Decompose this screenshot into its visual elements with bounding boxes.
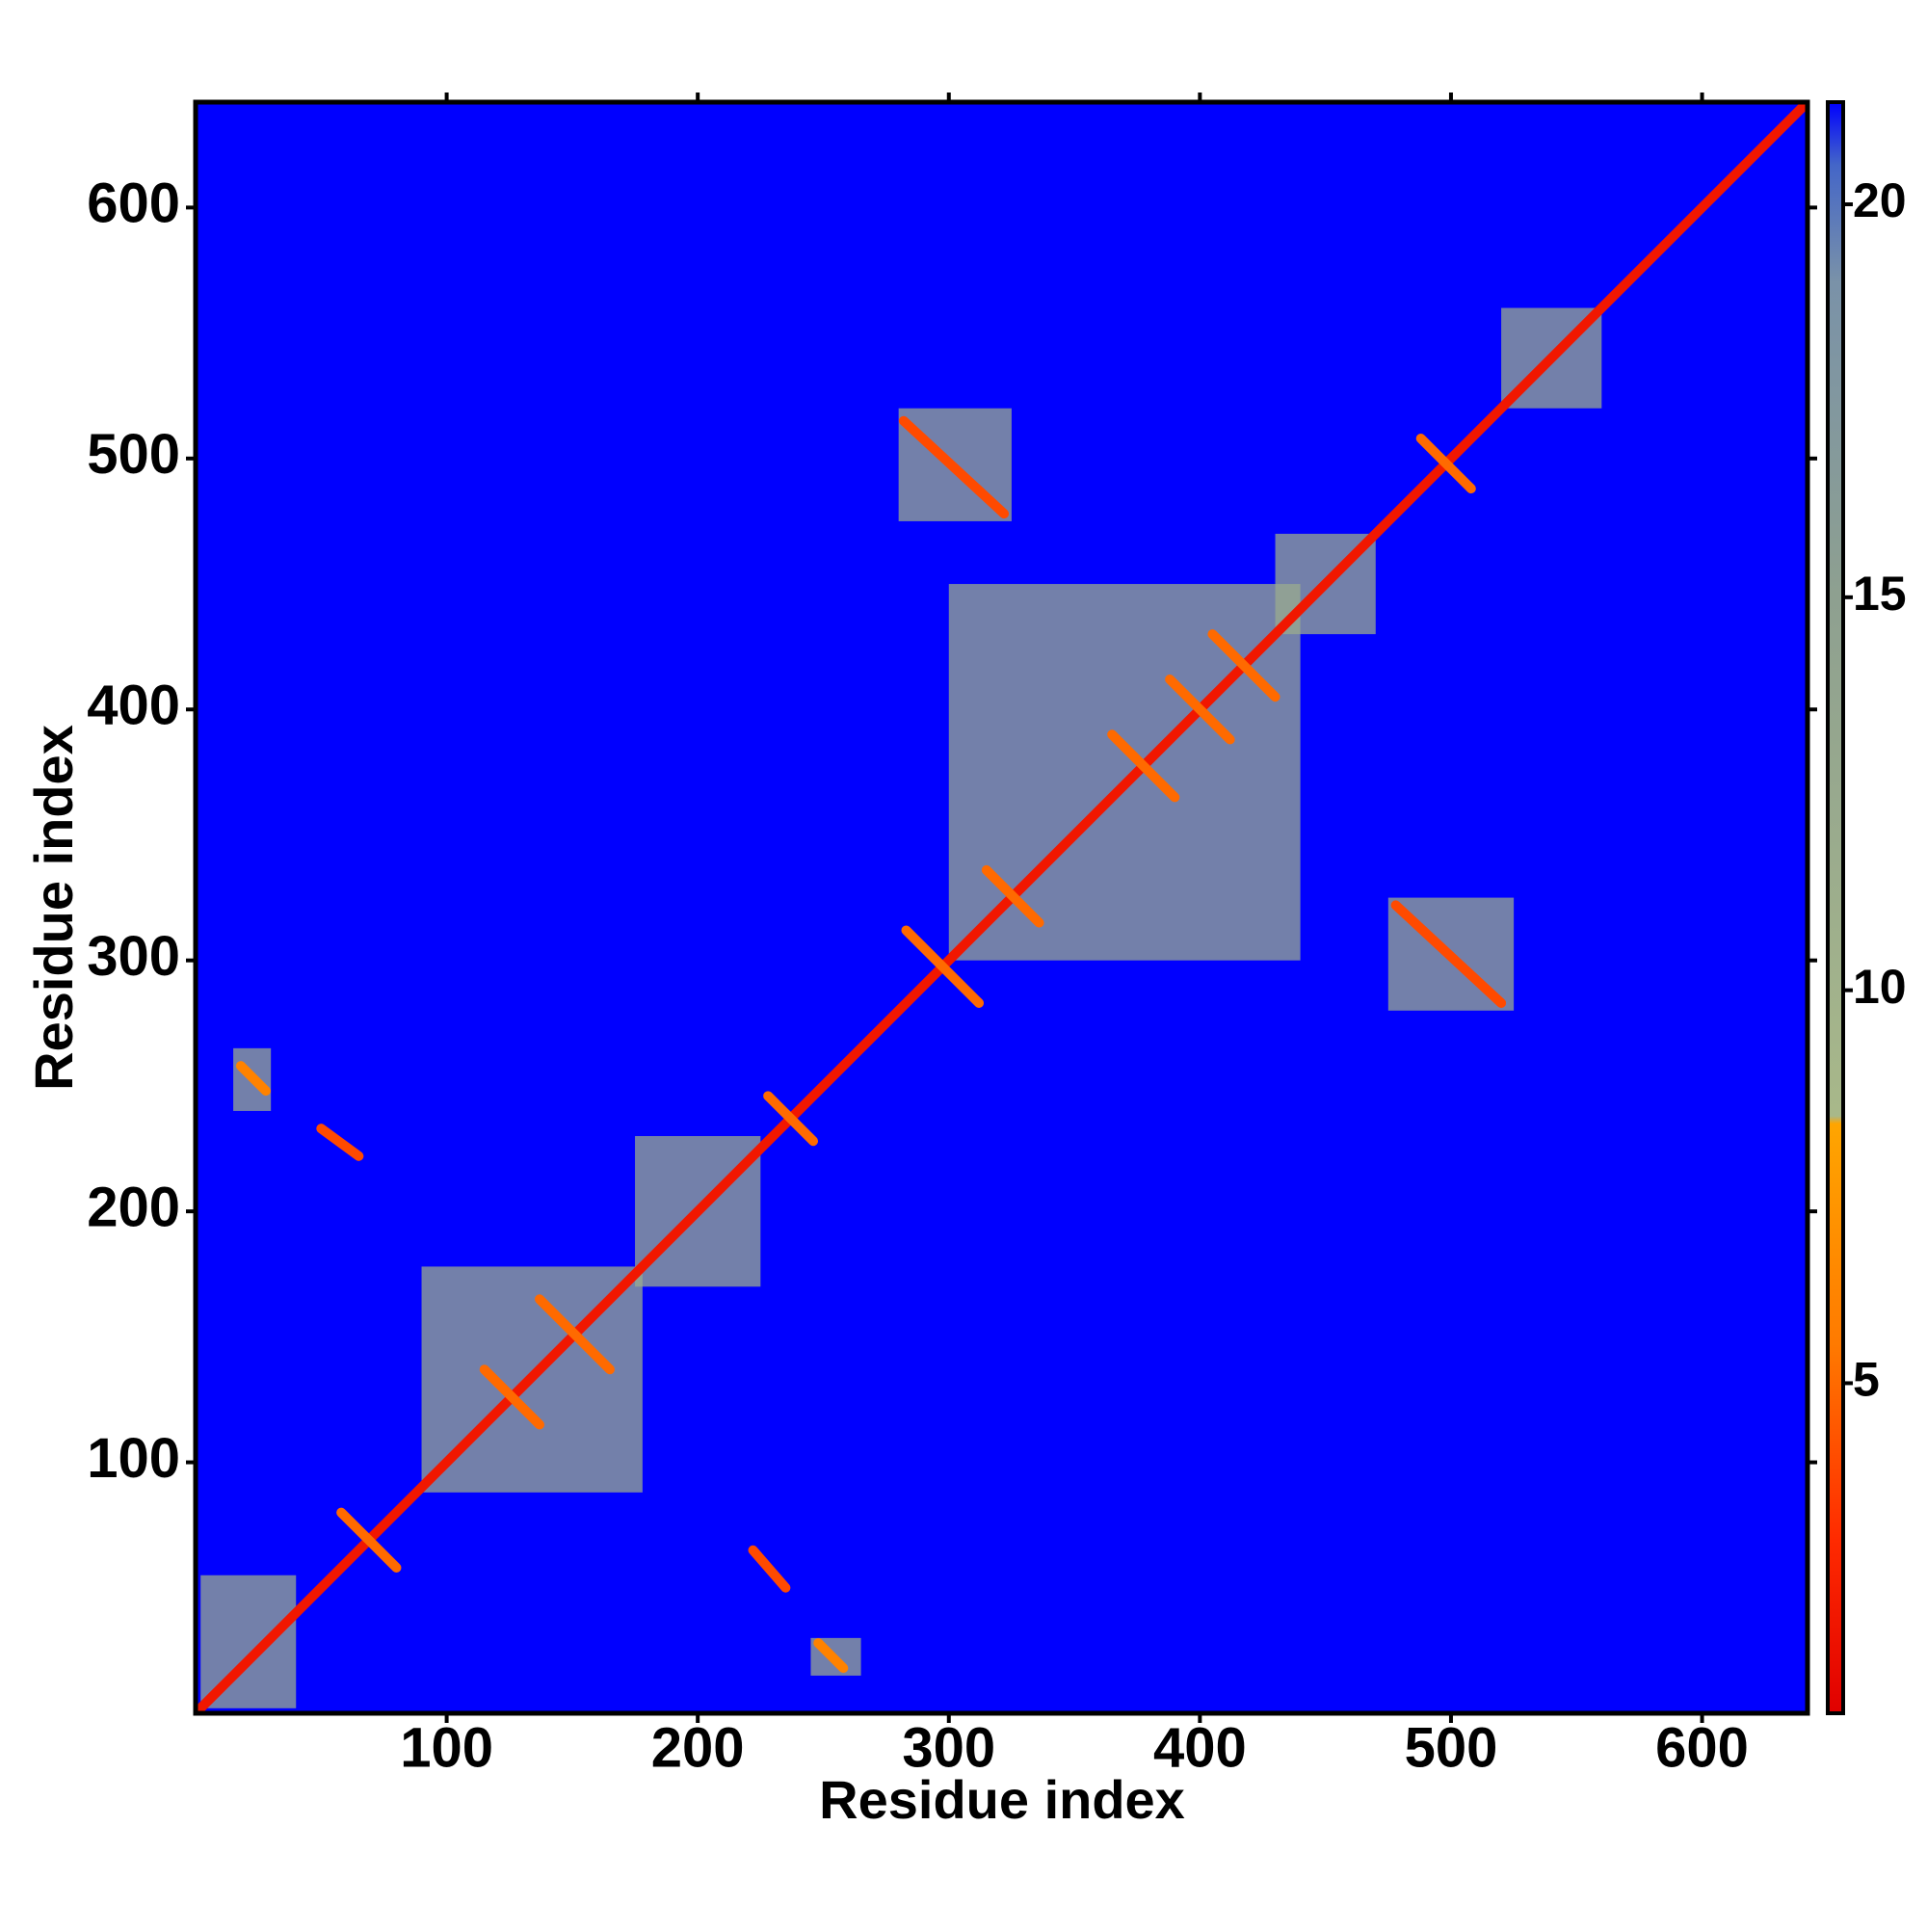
y-tick-label: 400	[87, 675, 180, 737]
y-tick-label: 100	[87, 1427, 180, 1490]
contact-line	[813, 1638, 849, 1674]
colorbar-tick-label: 10	[1853, 960, 1907, 1014]
x-tick-label: 300	[902, 1716, 995, 1779]
contact-line	[479, 1364, 545, 1430]
y-tick-label: 600	[87, 172, 180, 235]
plot-frame	[193, 99, 1810, 1716]
contact-line	[535, 1294, 615, 1375]
contact-line	[235, 1061, 271, 1097]
y-axis-title: Residue index	[23, 725, 84, 1091]
y-tick-label: 200	[87, 1176, 180, 1238]
colorbar-tick-label: 5	[1853, 1353, 1880, 1407]
contact-line	[748, 1545, 791, 1593]
contact-line	[336, 1507, 402, 1573]
x-tick-label: 600	[1655, 1716, 1749, 1779]
contact-line	[1415, 433, 1476, 494]
y-tick-label: 300	[87, 925, 180, 988]
y-tick-label: 500	[87, 423, 180, 486]
x-axis-title: Residue index	[819, 1769, 1185, 1830]
colorbar	[1826, 100, 1845, 1715]
contact-line	[763, 1091, 819, 1147]
contact-line	[901, 925, 985, 1008]
colorbar-tick-label: 20	[1853, 173, 1907, 227]
contact-line	[316, 1124, 364, 1161]
contact-line	[196, 102, 1808, 1713]
contact-line	[1165, 675, 1235, 745]
x-tick-label: 200	[651, 1716, 745, 1779]
contact-line	[1390, 900, 1507, 1008]
x-tick-label: 400	[1153, 1716, 1247, 1779]
x-tick-label: 100	[400, 1716, 493, 1779]
contact-line	[898, 415, 1010, 519]
contact-line	[981, 864, 1044, 928]
contact-line	[1107, 729, 1180, 803]
x-tick-label: 500	[1405, 1716, 1498, 1779]
plot-area	[196, 102, 1808, 1713]
contact-line	[1207, 629, 1280, 702]
colorbar-tick-label: 15	[1853, 567, 1907, 621]
